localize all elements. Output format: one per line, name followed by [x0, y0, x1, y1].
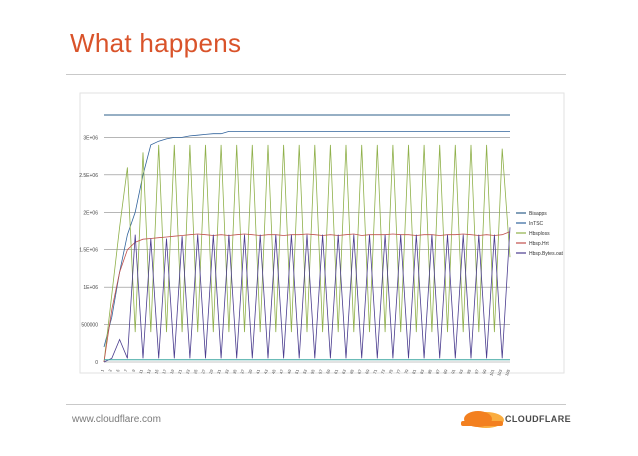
x-tick-label: 67 [356, 368, 362, 375]
x-tick-label: 25 [192, 368, 198, 375]
x-tick-label: 105 [504, 368, 511, 377]
series-line [103, 227, 511, 363]
x-tick-label: 37 [239, 368, 245, 375]
series-line [103, 144, 511, 363]
x-tick-label: 79 [403, 368, 409, 375]
x-tick-label: 51 [294, 368, 300, 375]
x-tick-label: 97 [473, 368, 479, 375]
x-tick-label: 27 [200, 368, 206, 375]
x-tick-label: 103 [496, 368, 503, 377]
x-tick-label: 73 [380, 368, 386, 375]
x-tick-label: 71 [372, 368, 378, 375]
title-divider [66, 74, 566, 75]
x-tick-label: 81 [411, 368, 417, 375]
legend-label: Hbsp.Hrt [529, 241, 549, 247]
x-tick-label: 75 [388, 368, 394, 375]
x-tick-label: 29 [208, 368, 214, 375]
y-tick-label: 500000 [81, 323, 98, 329]
slide-title: What happens [70, 28, 242, 58]
x-tick-label: 19 [169, 368, 175, 375]
x-tick-label: 45 [270, 368, 276, 375]
y-tick-label: 1.5E+06 [79, 248, 98, 254]
footer-url[interactable]: www.cloudflare.com [72, 414, 161, 425]
y-tick-label: 2.5E+06 [79, 173, 98, 179]
x-tick-label: 55 [310, 368, 316, 375]
x-tick-label: 65 [349, 368, 355, 375]
x-tick-label: 39 [247, 368, 253, 375]
x-tick-label: 7 [123, 368, 129, 373]
gridlines [104, 137, 510, 363]
y-axis-ticks: 0 500000 1E+06 1.5E+06 2E+06 2.5E+06 3E+06 [79, 135, 98, 366]
chart-frame [79, 92, 565, 374]
x-tick-label: 49 [286, 368, 292, 375]
legend-label: Hbsp.Bytes.oat [529, 251, 564, 257]
x-tick-label: 69 [364, 368, 370, 375]
x-tick-label: 41 [255, 368, 261, 375]
logo-wordmark: CLOUDFLARE [505, 414, 571, 424]
x-tick-label: 31 [216, 368, 222, 375]
y-tick-label: 1E+06 [83, 285, 98, 291]
x-tick-label: 59 [325, 368, 331, 375]
x-tick-label: 83 [419, 368, 425, 375]
x-tick-label: 17 [161, 368, 167, 375]
series-group [103, 114, 511, 363]
x-tick-label: 53 [302, 368, 308, 375]
chart-legend: Bisapps InTSC Hbsploss Hbsp.Hrt Hbsp.Bytes.o… [516, 211, 564, 257]
x-tick-label: 91 [450, 368, 456, 375]
x-tick-label: 57 [317, 368, 323, 375]
x-tick-label: 99 [481, 368, 487, 375]
y-tick-label: 2E+06 [83, 210, 98, 216]
x-tick-label: 13 [146, 368, 152, 375]
x-tick-label: 5 [115, 368, 121, 373]
x-tick-label: 1 [99, 368, 105, 373]
x-tick-label: 89 [442, 368, 448, 375]
x-tick-label: 61 [333, 368, 339, 375]
x-tick-label: 11 [138, 368, 144, 374]
x-tick-label: 87 [434, 368, 440, 375]
x-tick-label: 77 [395, 368, 401, 375]
y-tick-label: 3E+06 [83, 135, 98, 141]
y-tick-label: 0 [95, 360, 98, 366]
x-tick-label: 9 [131, 368, 137, 373]
x-tick-label: 43 [263, 368, 269, 375]
x-tick-label: 101 [488, 368, 495, 377]
x-tick-label: 63 [341, 368, 347, 375]
x-tick-label: 35 [231, 368, 237, 375]
x-tick-label: 21 [177, 368, 183, 375]
x-tick-label: 95 [466, 368, 472, 375]
legend-label: Hbsploss [529, 231, 550, 237]
cloudflare-logo [461, 411, 504, 428]
x-axis-ticks: 1 3 5 7 9 11 13 15 17 19 21 23 25 27 29 31 33 35 37 39 41 43 4… [99, 368, 511, 377]
footer-divider [66, 404, 566, 405]
x-tick-label: 85 [427, 368, 433, 375]
cloud-base [461, 421, 503, 426]
x-tick-label: 47 [278, 368, 284, 375]
series-line [103, 231, 511, 363]
x-tick-label: 3 [107, 368, 113, 373]
x-tick-label: 33 [224, 368, 230, 375]
x-tick-label: 23 [185, 368, 191, 375]
x-tick-label: 93 [458, 368, 464, 375]
legend-label: InTSC [529, 221, 544, 227]
series-line [103, 130, 510, 348]
legend-label: Bisapps [529, 211, 547, 217]
x-tick-label: 15 [153, 368, 159, 375]
